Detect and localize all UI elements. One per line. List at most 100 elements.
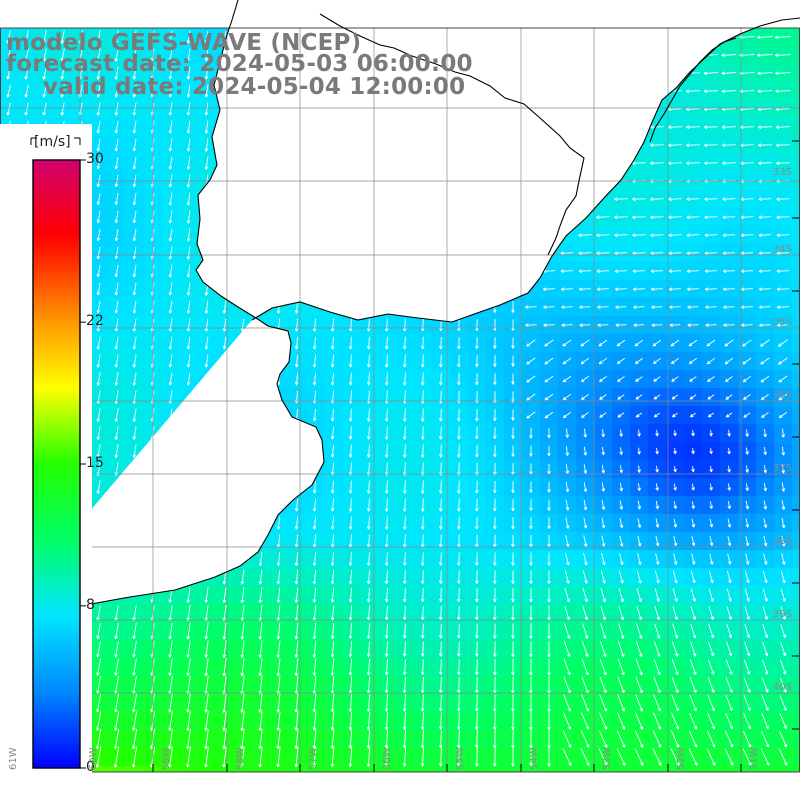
wind-arrow	[186, 746, 191, 768]
coastline-segment	[251, 17, 800, 323]
wind-arrow	[114, 693, 120, 713]
wind-arrow	[348, 480, 353, 494]
wind-arrow	[168, 622, 173, 640]
wind-arrow	[776, 269, 790, 273]
wind-arrow	[330, 444, 335, 458]
wind-arrow	[709, 429, 713, 437]
wind-arrow	[635, 376, 643, 382]
wind-arrow	[114, 138, 119, 152]
wind-arrow	[312, 516, 317, 530]
wind-arrow	[637, 483, 641, 492]
wind-arrow	[565, 517, 570, 529]
wind-arrow	[96, 211, 101, 224]
wind-arrow	[132, 372, 137, 386]
wind-arrow	[457, 337, 461, 350]
wind-arrow	[276, 552, 281, 567]
wind-arrow	[704, 233, 718, 238]
wind-arrow	[96, 444, 101, 458]
wind-arrow	[276, 746, 281, 768]
wind-arrow	[132, 676, 137, 695]
wind-arrow	[673, 465, 677, 473]
wind-arrow	[722, 197, 736, 202]
wind-arrow	[614, 251, 628, 256]
longitude-label: 51W	[749, 747, 760, 770]
wind-arrow	[240, 657, 245, 677]
wind-arrow	[457, 408, 461, 422]
wind-arrow	[619, 429, 623, 437]
wind-arrow	[655, 553, 660, 565]
wind-arrow	[775, 53, 791, 58]
longitude-label: 60W	[88, 747, 99, 770]
wind-arrow	[601, 482, 606, 492]
wind-arrow	[240, 640, 245, 658]
wind-arrow	[456, 694, 461, 712]
wind-arrow	[366, 694, 371, 712]
wind-arrow	[114, 120, 119, 134]
wind-arrow	[204, 84, 209, 98]
wind-arrow	[132, 210, 137, 224]
wind-arrow	[312, 372, 317, 386]
wind-arrow	[96, 693, 102, 713]
wind-arrow	[689, 376, 697, 382]
wind-arrow	[114, 156, 119, 170]
wind-arrow	[294, 622, 299, 640]
wind-arrow	[601, 428, 605, 438]
wind-arrow	[475, 444, 479, 458]
wind-arrow	[650, 143, 664, 148]
wind-arrow	[655, 518, 660, 528]
wind-arrow	[348, 587, 353, 603]
wind-arrow	[705, 305, 717, 309]
wind-arrow	[762, 570, 768, 584]
wind-arrow	[114, 640, 119, 658]
wind-arrow	[420, 408, 425, 422]
wind-arrow	[617, 641, 625, 658]
wind-arrow	[168, 711, 173, 731]
wind-arrow	[457, 426, 461, 440]
wind-arrow	[776, 287, 790, 291]
wind-arrow	[330, 640, 335, 658]
wind-arrow	[420, 570, 425, 584]
wind-arrow	[722, 215, 736, 220]
wind-arrow	[402, 480, 407, 494]
wind-arrow	[420, 641, 425, 657]
wind-arrow	[456, 676, 461, 694]
wind-arrow	[114, 318, 119, 332]
wind-arrow	[439, 354, 443, 368]
wind-arrow	[707, 694, 715, 712]
wind-arrow	[96, 480, 101, 494]
wind-arrow	[740, 269, 753, 273]
wind-arrow	[562, 393, 572, 401]
wind-arrow	[762, 606, 768, 620]
wind-arrow	[186, 66, 191, 80]
wind-arrow	[544, 375, 554, 383]
wind-arrow	[475, 498, 479, 512]
wind-arrow	[635, 658, 643, 676]
wind-arrow	[601, 464, 606, 474]
wind-arrow	[727, 536, 732, 547]
wind-arrow	[204, 728, 209, 750]
wind-arrow	[564, 570, 570, 584]
wind-arrow	[580, 748, 590, 766]
wind-arrow	[650, 215, 664, 220]
wind-arrow	[742, 357, 752, 365]
wind-arrow	[384, 480, 389, 494]
wind-arrow	[132, 300, 137, 314]
wind-arrow	[96, 282, 101, 296]
wind-arrow	[96, 120, 101, 134]
wind-arrow	[96, 658, 102, 676]
wind-arrow	[614, 269, 628, 274]
wind-arrow	[689, 659, 697, 675]
wind-arrow	[276, 729, 281, 750]
colorbar-gradient	[32, 159, 81, 769]
wind-arrow	[438, 694, 443, 712]
wind-arrow	[132, 84, 137, 98]
wind-arrow	[294, 552, 299, 567]
wind-arrow	[294, 587, 299, 603]
wind-arrow	[635, 394, 643, 400]
wind-arrow	[560, 287, 573, 291]
wind-arrow	[776, 215, 790, 220]
wind-arrow	[420, 623, 425, 639]
wind-arrow	[511, 552, 515, 566]
wind-arrow	[562, 748, 572, 766]
wind-arrow	[653, 376, 661, 382]
